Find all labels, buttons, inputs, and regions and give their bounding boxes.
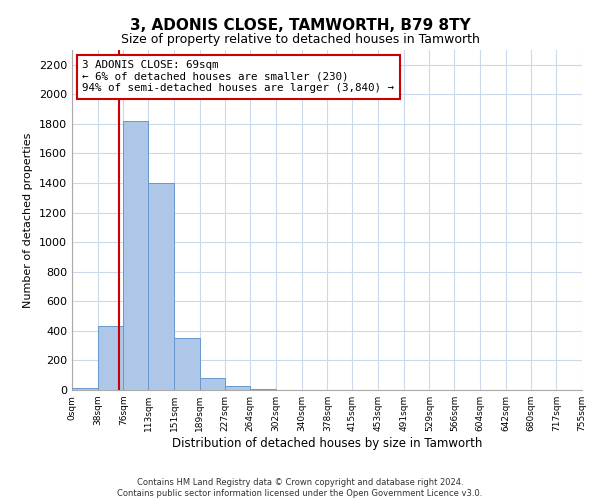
Bar — [98, 326, 124, 390]
Bar — [200, 378, 226, 390]
Bar — [148, 183, 174, 390]
Bar — [124, 121, 148, 390]
Bar — [174, 338, 200, 390]
X-axis label: Distribution of detached houses by size in Tamworth: Distribution of detached houses by size … — [172, 437, 482, 450]
Bar — [226, 386, 250, 390]
Text: 3, ADONIS CLOSE, TAMWORTH, B79 8TY: 3, ADONIS CLOSE, TAMWORTH, B79 8TY — [130, 18, 470, 32]
Text: Size of property relative to detached houses in Tamworth: Size of property relative to detached ho… — [121, 32, 479, 46]
Y-axis label: Number of detached properties: Number of detached properties — [23, 132, 34, 308]
Bar — [72, 388, 98, 390]
Text: Contains HM Land Registry data © Crown copyright and database right 2024.
Contai: Contains HM Land Registry data © Crown c… — [118, 478, 482, 498]
Text: 3 ADONIS CLOSE: 69sqm
← 6% of detached houses are smaller (230)
94% of semi-deta: 3 ADONIS CLOSE: 69sqm ← 6% of detached h… — [82, 60, 394, 94]
